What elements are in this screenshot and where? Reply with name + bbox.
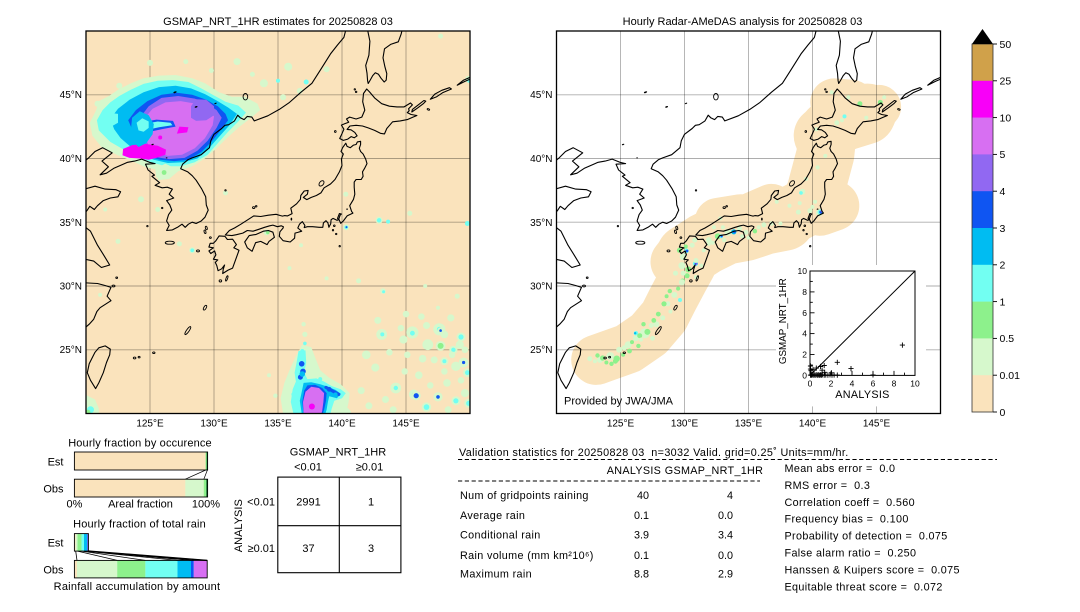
svg-text:2: 2 bbox=[802, 350, 807, 360]
svg-text:125°E: 125°E bbox=[607, 419, 635, 430]
svg-text:False alarm ratio = 0.250: False alarm ratio = 0.250 bbox=[785, 548, 917, 560]
svg-text:145°E: 145°E bbox=[392, 419, 420, 430]
svg-text:35°N: 35°N bbox=[60, 218, 82, 229]
svg-text:Rain volume (mm km²10⁶): Rain volume (mm km²10⁶) bbox=[460, 550, 594, 562]
svg-text:Hourly fraction of total rain: Hourly fraction of total rain bbox=[73, 519, 206, 531]
svg-text:Obs: Obs bbox=[43, 565, 64, 577]
svg-text:25: 25 bbox=[1000, 76, 1012, 88]
svg-text:8.8: 8.8 bbox=[634, 569, 649, 581]
svg-text:Validation statistics for 2025: Validation statistics for 20250828 03 n=… bbox=[459, 447, 849, 459]
svg-text:50: 50 bbox=[1000, 39, 1012, 51]
svg-text:Provided by JWA/JMA: Provided by JWA/JMA bbox=[564, 396, 674, 408]
svg-text:3.4: 3.4 bbox=[718, 529, 733, 541]
svg-text:30°N: 30°N bbox=[60, 282, 82, 293]
svg-text:4: 4 bbox=[850, 378, 855, 388]
svg-text:Rainfall accumulation by amoun: Rainfall accumulation by amount bbox=[54, 581, 221, 593]
svg-text:3: 3 bbox=[368, 543, 374, 555]
svg-text:135°E: 135°E bbox=[735, 419, 763, 430]
svg-text:0.1: 0.1 bbox=[634, 550, 649, 562]
svg-text:Mean abs error = 0.0: Mean abs error = 0.0 bbox=[785, 463, 896, 475]
svg-text:130°E: 130°E bbox=[200, 419, 228, 430]
svg-text:1: 1 bbox=[1000, 296, 1006, 308]
svg-text:Average rain: Average rain bbox=[460, 510, 525, 522]
svg-text:8: 8 bbox=[802, 287, 807, 297]
svg-text:4: 4 bbox=[727, 490, 733, 502]
svg-text:Correlation coeff = 0.560: Correlation coeff = 0.560 bbox=[785, 497, 915, 509]
svg-text:10: 10 bbox=[1000, 112, 1012, 124]
svg-text:25°N: 25°N bbox=[530, 345, 552, 356]
svg-text:40°N: 40°N bbox=[60, 154, 82, 165]
svg-text:10: 10 bbox=[798, 266, 808, 276]
svg-text:Areal fraction: Areal fraction bbox=[108, 499, 173, 511]
svg-text:GSMAP_NRT_1HR: GSMAP_NRT_1HR bbox=[290, 447, 386, 459]
svg-text:0.01: 0.01 bbox=[1000, 370, 1021, 382]
svg-text:45°N: 45°N bbox=[60, 90, 82, 101]
svg-text:ANALYSIS: ANALYSIS bbox=[607, 465, 661, 477]
svg-text:<0.01: <0.01 bbox=[247, 496, 275, 508]
svg-text:3.9: 3.9 bbox=[634, 529, 649, 541]
svg-text:130°E: 130°E bbox=[671, 419, 699, 430]
svg-text:4: 4 bbox=[802, 329, 807, 339]
svg-text:135°E: 135°E bbox=[264, 419, 292, 430]
svg-text:ANALYSIS: ANALYSIS bbox=[233, 499, 245, 552]
svg-text:125°E: 125°E bbox=[136, 419, 164, 430]
svg-text:140°E: 140°E bbox=[328, 419, 356, 430]
svg-text:0.0: 0.0 bbox=[718, 550, 733, 562]
svg-text:0.5: 0.5 bbox=[1000, 333, 1015, 345]
svg-text:37: 37 bbox=[302, 543, 314, 555]
svg-text:RMS error = 0.3: RMS error = 0.3 bbox=[785, 480, 871, 492]
svg-text:Equitable threat score = 0.07: Equitable threat score = 0.072 bbox=[785, 581, 943, 593]
svg-text:2: 2 bbox=[829, 378, 834, 388]
svg-text:2991: 2991 bbox=[296, 496, 320, 508]
svg-text:Hourly fraction by occurence: Hourly fraction by occurence bbox=[68, 438, 212, 450]
svg-text:GSMAP_NRT_1HR: GSMAP_NRT_1HR bbox=[665, 465, 764, 477]
svg-text:0: 0 bbox=[802, 370, 807, 380]
svg-text:5: 5 bbox=[1000, 149, 1006, 161]
svg-text:≥0.01: ≥0.01 bbox=[356, 462, 383, 474]
svg-text:GSMAP_NRT_1HR: GSMAP_NRT_1HR bbox=[778, 278, 789, 364]
svg-text:45°N: 45°N bbox=[530, 90, 552, 101]
svg-text:Est: Est bbox=[48, 457, 64, 469]
svg-text:0.1: 0.1 bbox=[634, 510, 649, 522]
svg-text:6: 6 bbox=[802, 308, 807, 318]
svg-text:1: 1 bbox=[368, 496, 374, 508]
svg-text:4: 4 bbox=[1000, 186, 1006, 198]
svg-text:2: 2 bbox=[1000, 260, 1006, 272]
svg-text:10: 10 bbox=[910, 378, 920, 388]
svg-text:Conditional rain: Conditional rain bbox=[460, 529, 541, 541]
svg-text:0: 0 bbox=[1000, 407, 1006, 419]
svg-text:Hanssen & Kuipers score = 0.0: Hanssen & Kuipers score = 0.075 bbox=[785, 564, 960, 576]
svg-text:ANALYSIS: ANALYSIS bbox=[835, 389, 889, 401]
svg-text:2.9: 2.9 bbox=[718, 569, 733, 581]
svg-text:Probability of detection = 0.: Probability of detection = 0.075 bbox=[785, 531, 948, 543]
svg-text:Frequency bias = 0.100: Frequency bias = 0.100 bbox=[785, 514, 909, 526]
svg-text:8: 8 bbox=[892, 378, 897, 388]
svg-text:35°N: 35°N bbox=[530, 218, 552, 229]
svg-text:140°E: 140°E bbox=[799, 419, 827, 430]
svg-text:0%: 0% bbox=[67, 499, 83, 511]
svg-text:100%: 100% bbox=[192, 499, 220, 511]
svg-text:145°E: 145°E bbox=[863, 419, 891, 430]
svg-text:0: 0 bbox=[808, 378, 813, 388]
svg-text:<0.01: <0.01 bbox=[294, 462, 322, 474]
svg-text:Obs: Obs bbox=[43, 484, 64, 496]
svg-text:Num of gridpoints raining: Num of gridpoints raining bbox=[460, 490, 589, 502]
svg-text:40: 40 bbox=[637, 490, 649, 502]
svg-text:6: 6 bbox=[871, 378, 876, 388]
svg-text:0.0: 0.0 bbox=[718, 510, 733, 522]
svg-text:Est: Est bbox=[48, 538, 64, 550]
svg-text:25°N: 25°N bbox=[60, 345, 82, 356]
svg-text:30°N: 30°N bbox=[530, 282, 552, 293]
svg-text:≥0.01: ≥0.01 bbox=[248, 543, 275, 555]
svg-text:Hourly Radar-AMeDAS analysis f: Hourly Radar-AMeDAS analysis for 2025082… bbox=[623, 16, 863, 28]
svg-text:GSMAP_NRT_1HR estimates for 20: GSMAP_NRT_1HR estimates for 20250828 03 bbox=[163, 16, 393, 28]
svg-text:Maximum rain: Maximum rain bbox=[460, 569, 532, 581]
svg-text:40°N: 40°N bbox=[530, 154, 552, 165]
svg-text:3: 3 bbox=[1000, 223, 1006, 235]
